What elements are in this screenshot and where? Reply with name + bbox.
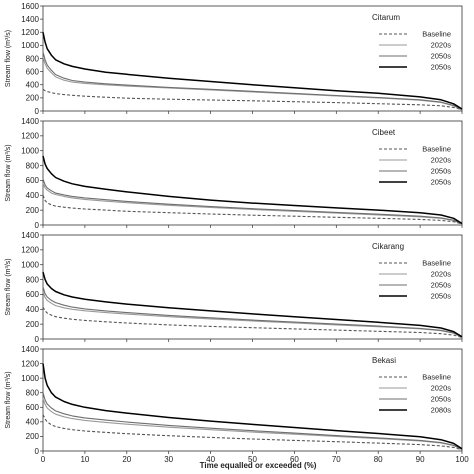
legend-label: 2050s xyxy=(431,167,452,176)
x-tick-label: 30 xyxy=(164,455,173,464)
panel-title: Citarum xyxy=(372,13,400,22)
x-tick-label: 40 xyxy=(206,455,215,464)
legend-label: Baseline xyxy=(422,373,451,382)
y-tick-label: 400 xyxy=(26,81,40,90)
legend-label: 2050s xyxy=(431,178,452,187)
y-tick-label: 800 xyxy=(26,54,40,63)
series-line-2050s xyxy=(42,271,463,338)
y-tick-label: 600 xyxy=(26,67,40,76)
y-tick-label: 1000 xyxy=(21,261,39,270)
y-axis-title: Stream flow (m³/s) xyxy=(5,371,12,428)
y-axis-title: Stream flow (m³/s) xyxy=(5,258,12,315)
y-tick-label: 1400 xyxy=(21,231,39,240)
y-tick-label: 1200 xyxy=(21,246,39,255)
series-line-2050s xyxy=(42,155,463,225)
legend-label: 2050s xyxy=(431,395,452,404)
series-line-baseline xyxy=(42,414,463,451)
y-tick-label: 600 xyxy=(26,403,40,412)
y-tick-label: 0 xyxy=(35,221,40,230)
legend-label: 2020s xyxy=(431,41,452,50)
legend-label: Baseline xyxy=(422,145,451,154)
x-tick-label: 100 xyxy=(455,455,469,464)
y-tick-label: 600 xyxy=(26,290,40,299)
series-line-baseline xyxy=(42,88,463,111)
y-tick-label: 1400 xyxy=(21,15,39,24)
x-tick-label: 0 xyxy=(41,455,46,464)
x-tick-label: 20 xyxy=(122,455,131,464)
y-tick-label: 1400 xyxy=(21,117,39,126)
y-tick-label: 1600 xyxy=(21,2,39,11)
series-line-2050s xyxy=(42,51,463,111)
legend-label: 2050s xyxy=(431,281,452,290)
y-tick-label: 600 xyxy=(26,176,40,185)
y-tick-label: 200 xyxy=(26,94,40,103)
legend-label: 2080s xyxy=(431,406,452,415)
legend-label: 2050s xyxy=(431,52,452,61)
y-tick-label: 0 xyxy=(35,447,40,456)
y-tick-label: 1000 xyxy=(21,374,39,383)
panel-title: Cikarang xyxy=(372,242,404,251)
x-tick-label: 80 xyxy=(374,455,383,464)
y-tick-label: 0 xyxy=(35,107,40,116)
y-tick-label: 400 xyxy=(26,418,40,427)
y-tick-label: 1200 xyxy=(21,28,39,37)
series-line-baseline xyxy=(42,195,463,225)
x-axis-title: Time equalled or exceeded (%) xyxy=(200,461,317,470)
series-line-2080s xyxy=(42,363,463,450)
y-tick-label: 1200 xyxy=(21,359,39,368)
y-axis-title: Stream flow (m³/s) xyxy=(5,144,12,201)
y-axis-title: Stream flow (m³/s) xyxy=(5,30,12,87)
y-tick-label: 200 xyxy=(26,206,40,215)
series-line-2050s xyxy=(42,286,463,338)
y-tick-label: 400 xyxy=(26,191,40,200)
x-tick-label: 90 xyxy=(416,455,425,464)
series-line-baseline xyxy=(42,306,463,339)
legend-label: 2020s xyxy=(431,270,452,279)
legend-label: 2020s xyxy=(431,156,452,165)
y-tick-label: 800 xyxy=(26,161,40,170)
y-tick-label: 1400 xyxy=(21,345,39,354)
series-line-2050s xyxy=(42,178,463,225)
x-tick-label: 10 xyxy=(80,455,89,464)
series-line-2050s xyxy=(42,392,463,450)
panel-title: Bekasi xyxy=(372,356,396,365)
legend-label: Baseline xyxy=(422,259,451,268)
x-tick-label: 60 xyxy=(290,455,299,464)
y-tick-label: 800 xyxy=(26,275,40,284)
series-line-2050s xyxy=(42,32,463,110)
y-tick-label: 200 xyxy=(26,320,40,329)
legend-label: 2050s xyxy=(431,63,452,72)
legend-label: 2020s xyxy=(431,384,452,393)
series-line-2020s xyxy=(42,183,463,225)
y-tick-label: 1200 xyxy=(21,132,39,141)
y-tick-label: 1000 xyxy=(21,147,39,156)
y-tick-label: 400 xyxy=(26,305,40,314)
legend-label: Baseline xyxy=(422,30,451,39)
x-tick-label: 70 xyxy=(332,455,341,464)
y-tick-label: 1000 xyxy=(21,41,39,50)
panel-title: Cibeet xyxy=(372,128,396,137)
y-tick-label: 800 xyxy=(26,389,40,398)
y-tick-label: 0 xyxy=(35,335,40,344)
x-tick-label: 50 xyxy=(248,455,257,464)
y-tick-label: 200 xyxy=(26,432,40,441)
legend-label: 2050s xyxy=(431,292,452,301)
